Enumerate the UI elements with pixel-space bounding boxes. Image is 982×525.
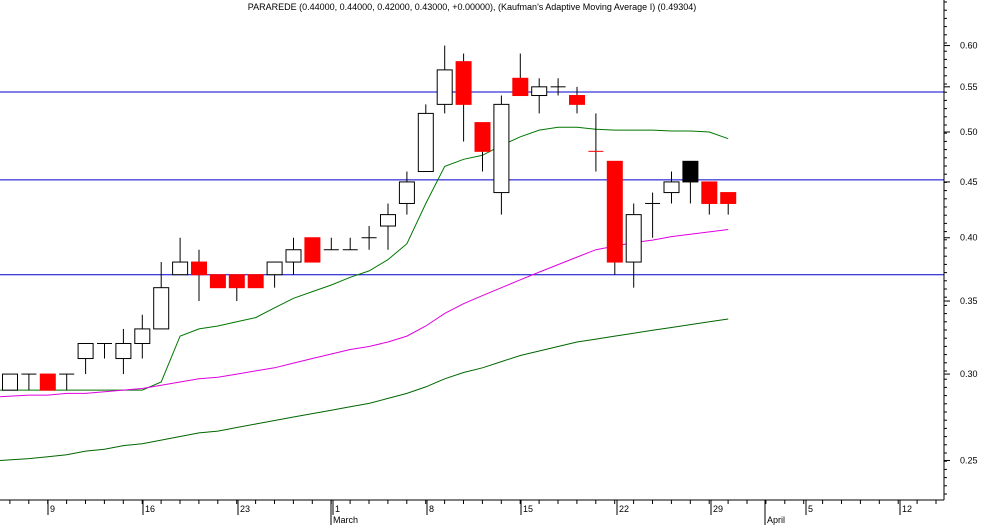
candle-body (701, 181, 718, 204)
candle (115, 328, 132, 375)
candle-body (304, 237, 321, 263)
kama-line (0, 126, 729, 391)
candle-body (625, 214, 642, 263)
x-tick-label: 23 (240, 504, 250, 514)
candle-body (455, 61, 472, 105)
x-tick-label: 16 (145, 504, 155, 514)
candle (645, 192, 661, 238)
candle (209, 274, 226, 289)
candle (153, 262, 170, 330)
candle (266, 261, 283, 288)
y-tick-label: 0.50 (960, 127, 978, 137)
candle-body (474, 122, 491, 152)
candle (361, 226, 377, 250)
candle (531, 78, 548, 114)
x-tick-label: 12 (902, 504, 912, 514)
candle-body (172, 261, 189, 276)
y-tick-label: 0.30 (960, 369, 978, 379)
candle-body (115, 342, 132, 360)
candle-body (228, 274, 245, 289)
candle (247, 274, 264, 289)
x-month-label: March (333, 515, 358, 525)
y-tick-label: 0.60 (960, 41, 978, 51)
candle (701, 181, 718, 215)
candle-body (493, 103, 510, 194)
candle (455, 53, 472, 142)
candle (97, 342, 112, 359)
candle (436, 45, 453, 114)
candle (304, 237, 321, 263)
candle-body (134, 328, 151, 344)
candle-body (39, 373, 56, 391)
x-tick-label: 1 (335, 504, 340, 514)
x-axis: 9 16 23 1 8 15 22 29 5 12 March April (0, 499, 944, 525)
candle (228, 274, 245, 302)
candle-body (531, 86, 548, 97)
candle-body (569, 95, 585, 105)
candle (398, 171, 415, 215)
y-axis: 0.60 0.55 0.50 0.45 0.40 0.35 0.30 0.25 (943, 0, 978, 500)
y-tick-label: 0.40 (960, 233, 978, 243)
y-tick-label: 0.45 (960, 177, 978, 187)
candle-body (2, 373, 18, 391)
chart-title: PARAREDE (0.44000, 0.44000, 0.42000, 0.4… (248, 2, 696, 12)
x-tick-label: 8 (429, 504, 434, 514)
candle-body (285, 249, 302, 263)
candle (134, 314, 151, 359)
candle (342, 237, 358, 251)
candle-body (266, 261, 283, 276)
candle-body (417, 112, 434, 173)
candle-body (663, 181, 680, 194)
candle (285, 237, 302, 275)
candle (191, 249, 207, 302)
candle (720, 192, 737, 215)
ma_long-line (0, 318, 729, 461)
x-tick-label: 15 (523, 504, 533, 514)
candle (417, 104, 434, 173)
candle-body (153, 287, 170, 330)
candle (569, 86, 585, 114)
candle (550, 78, 566, 96)
candle-body (682, 160, 699, 183)
candle (2, 373, 18, 391)
candle (21, 373, 37, 391)
x-tick-label: 29 (713, 504, 723, 514)
x-month-label: April (767, 515, 785, 525)
candle (682, 160, 699, 204)
x-tick-label: 22 (619, 504, 629, 514)
candle-body (77, 342, 94, 360)
x-tick-label: 9 (50, 504, 55, 514)
candle (606, 160, 623, 275)
candle (323, 237, 339, 251)
candle (474, 122, 491, 172)
candle (512, 53, 529, 97)
candle (59, 373, 75, 391)
candle-body (436, 69, 453, 105)
y-tick-label: 0.35 (960, 296, 978, 306)
candle (493, 95, 510, 215)
horizontal-lines (0, 91, 944, 276)
candle (39, 373, 56, 391)
y-tick-label: 0.55 (960, 82, 978, 92)
candle-body (398, 181, 415, 204)
candle (663, 171, 680, 204)
candles (2, 45, 737, 391)
candle-body (209, 274, 226, 289)
candle-body (720, 192, 737, 204)
candle-body (606, 160, 623, 263)
candle-body (191, 261, 207, 276)
candle (77, 342, 94, 375)
candle-body (247, 274, 264, 289)
candle (625, 203, 642, 288)
candle-body (380, 214, 396, 227)
x-tick-label: 5 (808, 504, 813, 514)
candle (588, 113, 604, 172)
candle (380, 203, 396, 250)
y-tick-label: 0.25 (960, 455, 978, 465)
candle (172, 237, 189, 276)
candle-body (512, 77, 529, 97)
